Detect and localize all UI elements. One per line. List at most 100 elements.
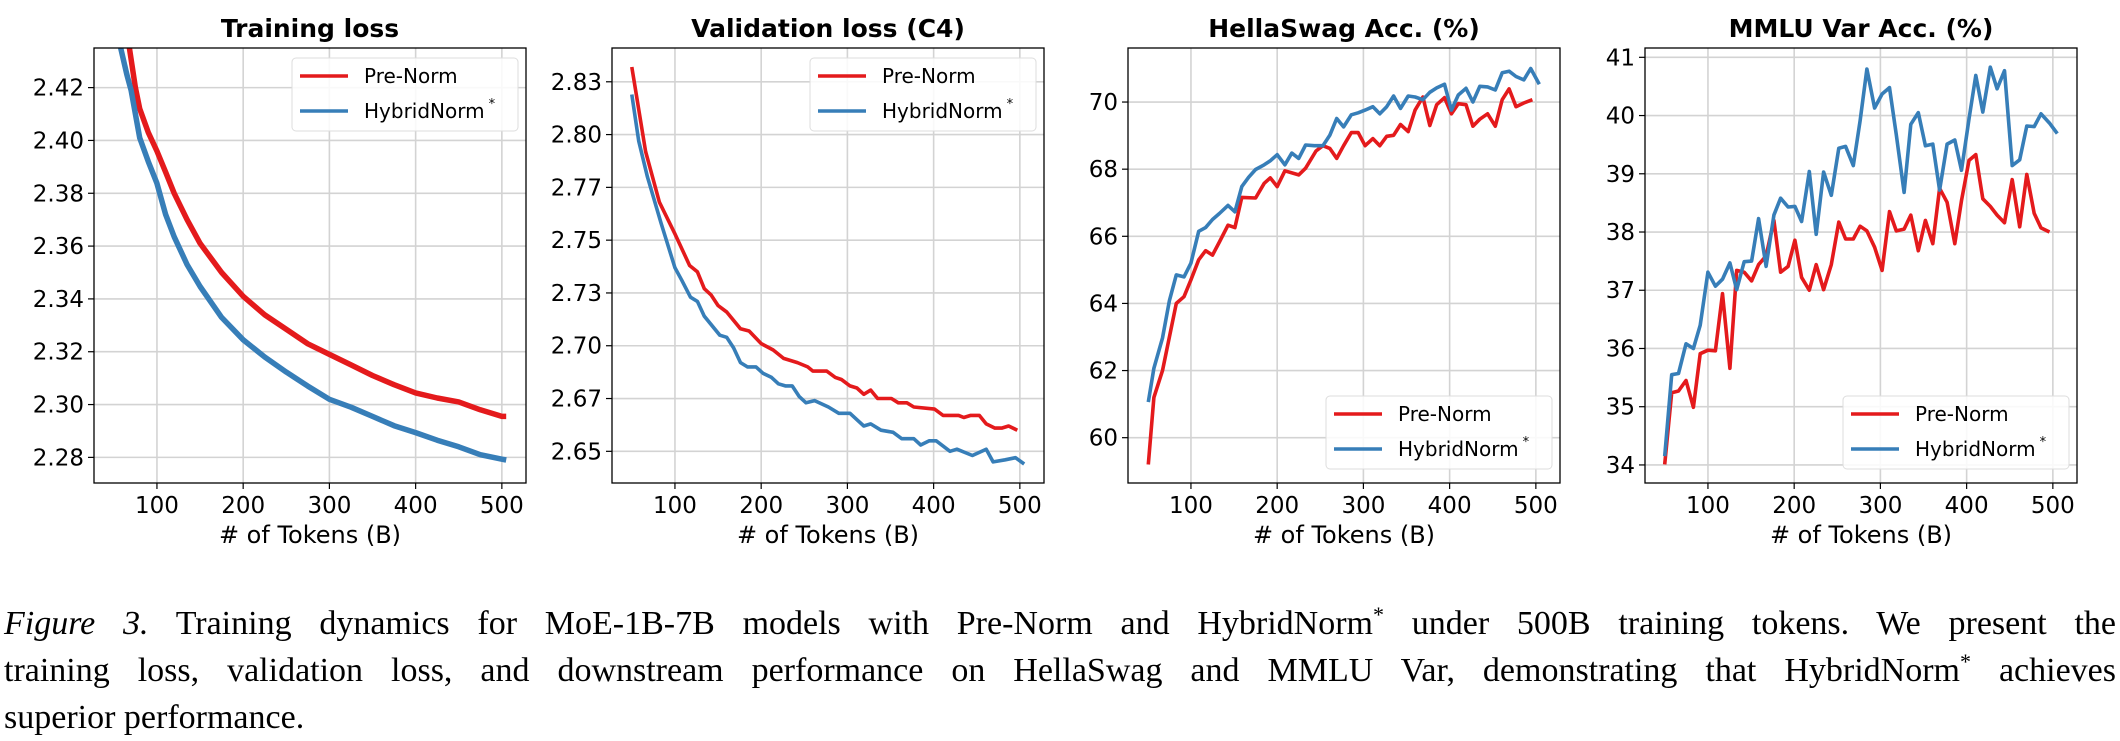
plot-frame bbox=[93, 47, 527, 484]
series-line-pre-norm bbox=[630, 66, 1019, 432]
y-tick-label: 37 bbox=[1606, 278, 1635, 304]
caption-text: under 500B training tokens. We present t… bbox=[1383, 605, 2116, 642]
x-tick-label: 400 bbox=[1945, 493, 1989, 519]
plot-frame bbox=[1127, 47, 1561, 484]
caption-text: Training dynamics for MoE-1B-7B models w… bbox=[148, 605, 1373, 642]
legend: Pre-Norm HybridNorm * bbox=[809, 57, 1037, 132]
legend: Pre-Norm HybridNorm * bbox=[1842, 395, 2070, 470]
legend-label: Pre-Norm bbox=[1915, 402, 2009, 426]
x-tick-label: 200 bbox=[1772, 493, 1816, 519]
caption-superscript: * bbox=[1372, 601, 1384, 627]
x-tick-label: 400 bbox=[394, 493, 438, 519]
legend-label-superscript: * bbox=[1007, 97, 1014, 112]
y-tick-label: 41 bbox=[1606, 45, 1635, 71]
series-line-pre-norm bbox=[126, 48, 507, 420]
legend-box bbox=[809, 57, 1037, 132]
x-axis-label: # of Tokens (B) bbox=[1253, 521, 1435, 549]
x-tick-label: 500 bbox=[998, 493, 1042, 519]
legend-label-text: HybridNorm bbox=[1398, 437, 1519, 461]
legend-label: HybridNorm * bbox=[364, 97, 496, 123]
y-tick-label: 2.75 bbox=[551, 228, 602, 254]
legend: Pre-Norm HybridNorm * bbox=[1325, 395, 1553, 470]
legend-label: HybridNorm * bbox=[1398, 435, 1530, 461]
chart-title: HellaSwag Acc. (%) bbox=[1208, 14, 1480, 43]
caption-line-1: Figure 3. Training dynamics for MoE-1B-7… bbox=[4, 600, 2116, 647]
x-tick-label: 400 bbox=[1428, 493, 1472, 519]
y-tick-label: 2.70 bbox=[551, 334, 602, 360]
chart-panel-2: 100 200 300 400 500 2.65 2.67 2.70 2.73 2.75 2.77 2… bbox=[551, 14, 1045, 549]
legend-label-superscript: * bbox=[1523, 435, 1530, 450]
legend-label: Pre-Norm bbox=[1398, 402, 1492, 426]
x-tick-label: 300 bbox=[307, 493, 351, 519]
x-tick-label: 100 bbox=[653, 493, 697, 519]
legend-label-text: HybridNorm bbox=[364, 99, 485, 123]
x-tick-label: 400 bbox=[912, 493, 956, 519]
y-tick-label: 68 bbox=[1089, 157, 1118, 183]
caption-label: Figure 3. bbox=[4, 605, 149, 642]
x-tick-label: 500 bbox=[480, 493, 524, 519]
caption-superscript: * bbox=[1960, 648, 1971, 674]
caption-line-2: training loss, validation loss, and down… bbox=[4, 647, 2116, 694]
x-tick-label: 300 bbox=[1858, 493, 1902, 519]
y-tick-label: 38 bbox=[1606, 220, 1635, 246]
y-tick-label: 66 bbox=[1089, 224, 1118, 250]
y-tick-label: 2.83 bbox=[551, 70, 602, 96]
legend-label-text: Pre-Norm bbox=[1915, 402, 2009, 426]
caption-line-3: superior performance. bbox=[4, 699, 305, 736]
x-tick-label: 100 bbox=[1169, 493, 1213, 519]
x-tick-label: 300 bbox=[1341, 493, 1385, 519]
series-line-pre-norm bbox=[1662, 152, 2051, 465]
y-tick-label: 2.67 bbox=[551, 387, 602, 413]
y-tick-label: 2.80 bbox=[551, 123, 602, 149]
plot-frame bbox=[1644, 47, 2078, 484]
chart-panel-1: 100 200 300 400 500 2.28 2.30 2.32 2.34 2.36 2.38 2… bbox=[33, 14, 527, 549]
legend-label: Pre-Norm bbox=[882, 64, 976, 88]
figure-panels: 100 200 300 400 500 2.28 2.30 2.32 2.34 2.36 2.38 2… bbox=[33, 14, 2078, 549]
x-tick-label: 100 bbox=[135, 493, 179, 519]
figure-caption: Figure 3. Training dynamics for MoE-1B-7… bbox=[4, 600, 2116, 741]
x-tick-label: 200 bbox=[221, 493, 265, 519]
x-axis-label: # of Tokens (B) bbox=[737, 521, 919, 549]
legend-label: HybridNorm * bbox=[1915, 435, 2047, 461]
y-tick-label: 2.38 bbox=[33, 181, 84, 207]
x-tick-label: 200 bbox=[739, 493, 783, 519]
legend-box bbox=[1325, 395, 1553, 470]
x-tick-label: 200 bbox=[1255, 493, 1299, 519]
legend-label-text: Pre-Norm bbox=[882, 64, 976, 88]
series-line-hybridnorm-star bbox=[118, 48, 507, 463]
plot-frame bbox=[611, 47, 1045, 484]
y-tick-label: 2.34 bbox=[33, 287, 84, 313]
y-tick-label: 2.30 bbox=[33, 393, 84, 419]
legend-box bbox=[291, 57, 519, 132]
legend-label-text: Pre-Norm bbox=[1398, 402, 1492, 426]
y-tick-label: 40 bbox=[1606, 104, 1635, 130]
series-line-hybridnorm-star bbox=[1146, 66, 1541, 403]
series-line-hybridnorm-star bbox=[630, 94, 1026, 466]
legend: Pre-Norm HybridNorm * bbox=[291, 57, 519, 132]
y-tick-label: 2.42 bbox=[33, 76, 84, 102]
x-tick-label: 100 bbox=[1686, 493, 1730, 519]
y-tick-label: 2.65 bbox=[551, 439, 602, 465]
chart-panel-4: 100 200 300 400 500 34 35 36 37 38 39 40 41 MMLU Var … bbox=[1606, 14, 2078, 549]
y-tick-label: 64 bbox=[1089, 291, 1118, 317]
y-tick-label: 2.40 bbox=[33, 128, 84, 154]
chart-title: MMLU Var Acc. (%) bbox=[1729, 14, 1994, 43]
legend-box bbox=[1842, 395, 2070, 470]
legend-label: HybridNorm * bbox=[882, 97, 1014, 123]
y-tick-label: 2.32 bbox=[33, 340, 84, 366]
caption-text: training loss, validation loss, and down… bbox=[4, 652, 1960, 689]
legend-label-superscript: * bbox=[2040, 435, 2047, 450]
x-tick-label: 500 bbox=[2031, 493, 2075, 519]
x-axis-label: # of Tokens (B) bbox=[1770, 521, 1952, 549]
x-axis-label: # of Tokens (B) bbox=[219, 521, 401, 549]
y-tick-label: 2.73 bbox=[551, 281, 602, 307]
y-tick-label: 70 bbox=[1089, 90, 1118, 116]
x-tick-label: 300 bbox=[825, 493, 869, 519]
legend-label-text: Pre-Norm bbox=[364, 64, 458, 88]
y-tick-label: 2.36 bbox=[33, 234, 84, 260]
y-tick-label: 36 bbox=[1606, 336, 1635, 362]
chart-title: Training loss bbox=[221, 14, 399, 43]
series-line-pre-norm bbox=[1146, 87, 1534, 465]
legend-label-text: HybridNorm bbox=[882, 99, 1003, 123]
caption-text: achieves bbox=[1971, 652, 2117, 689]
